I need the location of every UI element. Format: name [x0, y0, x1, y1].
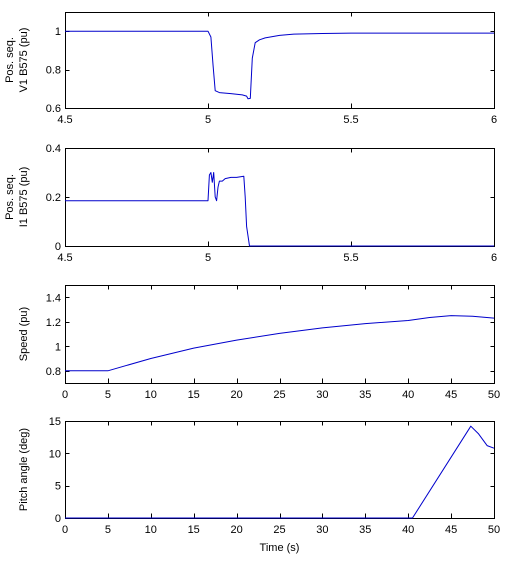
series-line: [65, 315, 495, 372]
y-tick-label: 0.2: [46, 192, 61, 204]
x-tick-label: 40: [402, 524, 414, 536]
x-tick-label: 5.5: [343, 252, 358, 264]
x-tick-label: 5: [205, 252, 211, 264]
series-line: [65, 30, 494, 100]
x-tick-label: 15: [188, 389, 200, 401]
y-axis-label: Pitch angle (deg): [18, 428, 30, 511]
series-line: [65, 172, 494, 247]
y-tick-label: 10: [49, 448, 61, 460]
y-tick-label: 1: [55, 341, 61, 353]
y-axis-label: Pos. seq.: [4, 174, 16, 220]
x-tick-label: 35: [359, 524, 371, 536]
y-tick-label: 15: [49, 416, 61, 428]
x-tick-label: 15: [188, 524, 200, 536]
x-tick-label: 6: [491, 252, 497, 264]
axes-box: [65, 12, 495, 109]
x-tick-label: 50: [488, 524, 500, 536]
x-tick-label: 45: [445, 389, 457, 401]
x-tick-label: 50: [488, 389, 500, 401]
x-tick-label: 10: [145, 524, 157, 536]
y-tick-label: 0: [55, 513, 61, 525]
x-tick-label: 0: [62, 389, 68, 401]
y-tick-label: 0.4: [46, 143, 61, 155]
y-axis-label: I1 B575 (pu): [18, 167, 30, 228]
subplot-3: 0 5 10 15 20 25 30 35 40 45 50 0.8 1 1.2 1.4 Speed (pu): [18, 285, 500, 401]
x-tick-label: 30: [316, 524, 328, 536]
series-line: [65, 425, 495, 519]
x-tick-label: 0: [62, 524, 68, 536]
x-tick-label: 20: [230, 389, 242, 401]
x-tick-label: 5: [205, 114, 211, 126]
x-tick-label: 10: [145, 389, 157, 401]
y-tick-label: 1.4: [46, 292, 61, 304]
y-tick-label: 1.2: [46, 317, 61, 329]
x-tick-label: 40: [402, 389, 414, 401]
subplot-2: 4.5 5 5.5 6 0 0.2 0.4 Pos. seq. I1 B575 (pu): [4, 143, 497, 264]
x-tick-label: 25: [273, 524, 285, 536]
x-tick-label: 4.5: [57, 114, 72, 126]
x-tick-label: 30: [316, 389, 328, 401]
subplot-4: 0 5 10 15 20 25 30 35 40 45 50 0 5 10 15 Pitch angle (d…: [18, 416, 500, 554]
x-tick-label: 20: [230, 524, 242, 536]
x-tick-label: 35: [359, 389, 371, 401]
y-tick-label: 0.8: [46, 65, 61, 77]
y-axis-label: V1 B575 (pu): [18, 28, 30, 93]
y-tick-label: 5: [55, 481, 61, 493]
y-tick-label: 1: [55, 26, 61, 38]
x-tick-label: 25: [273, 389, 285, 401]
subplot-1: 4.5 5 5.5 6 0.6 0.8 1 Pos. seq. V1 B575 (pu): [4, 12, 497, 126]
x-axis-label: Time (s): [260, 542, 300, 554]
x-tick-label: 5: [105, 389, 111, 401]
x-tick-label: 5: [105, 524, 111, 536]
y-tick-label: 0: [55, 241, 61, 253]
y-axis-label: Pos. seq.: [4, 37, 16, 83]
y-tick-label: 0.6: [46, 103, 61, 115]
x-tick-label: 5.5: [343, 114, 358, 126]
x-tick-label: 6: [491, 114, 497, 126]
x-tick-label: 4.5: [57, 252, 72, 264]
y-axis-label: Speed (pu): [18, 307, 30, 361]
y-tick-label: 0.8: [46, 366, 61, 378]
x-tick-label: 45: [445, 524, 457, 536]
